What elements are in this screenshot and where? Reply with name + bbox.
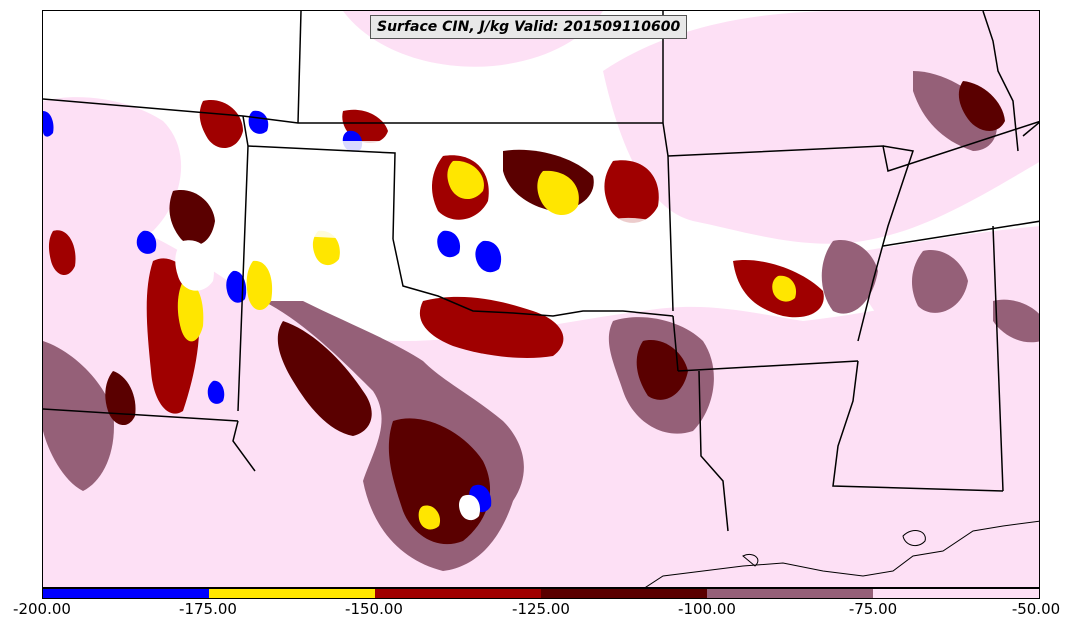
coastline	[645, 520, 1039, 587]
cin-field-white	[175, 141, 693, 521]
cin-field-blue	[43, 110, 502, 513]
colorbar-tick-label: -125.00	[512, 600, 570, 618]
colorbar-tick-label: -175.00	[179, 600, 237, 618]
colorbar-segment-5	[707, 589, 873, 598]
colorbar-segment-3	[375, 589, 541, 598]
colorbar-tick-label: -200.00	[13, 600, 71, 618]
colorbar	[42, 588, 1040, 599]
colorbar-tick-label: -75.00	[848, 600, 898, 618]
map-title: Surface CIN, J/kg Valid: 201509110600	[370, 15, 688, 39]
colorbar-segment-1	[43, 589, 209, 598]
colorbar-segment-6	[873, 589, 1039, 598]
cin-map	[43, 11, 1039, 587]
colorbar-segment-4	[541, 589, 707, 598]
colorbar-segment-2	[209, 589, 375, 598]
state-boundaries	[43, 11, 1039, 532]
map-panel	[42, 10, 1040, 588]
colorbar-tick-label: -100.00	[678, 600, 736, 618]
colorbar-tick-label: -50.00	[1011, 600, 1061, 618]
colorbar-tick-label: -150.00	[345, 600, 403, 618]
cin-field-yellow	[177, 160, 797, 530]
